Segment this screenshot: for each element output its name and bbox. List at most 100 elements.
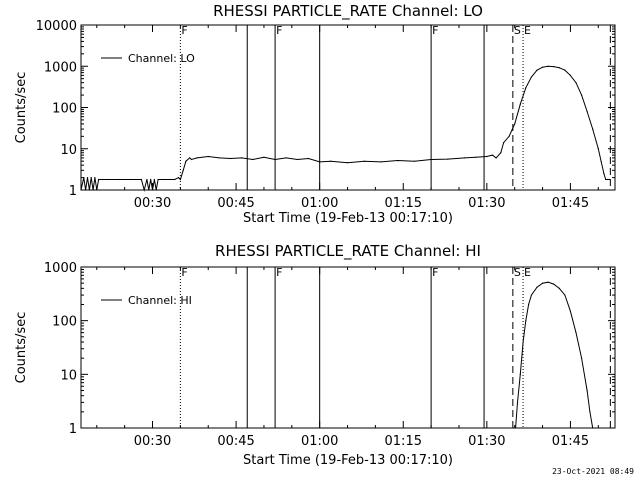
data-point	[207, 155, 209, 158]
data-point	[86, 176, 89, 179]
data-point	[150, 178, 152, 181]
x-tick-label: 01:45	[552, 434, 589, 449]
data-point	[564, 294, 566, 296]
event-marker-label: F	[432, 266, 438, 279]
data-point	[525, 320, 527, 322]
series-line	[80, 65, 610, 192]
data-point	[569, 74, 572, 77]
legend-label: Channel: LO	[128, 52, 195, 65]
event-marker-label: F	[181, 266, 187, 279]
data-point	[547, 65, 549, 67]
event-marker-label: F	[276, 266, 282, 279]
y-tick-label: 1	[69, 422, 77, 437]
data-point	[157, 178, 159, 181]
data-point	[575, 82, 577, 84]
data-point	[252, 158, 254, 161]
data-point	[491, 154, 494, 156]
series-line	[515, 281, 594, 429]
data-point	[502, 142, 505, 144]
x-tick-label: 01:00	[301, 434, 338, 449]
chart-title: RHESSI PARTICLE_RATE Channel: LO	[213, 2, 483, 21]
data-point	[380, 161, 382, 163]
data-point	[569, 310, 572, 312]
data-point	[564, 69, 566, 71]
y-tick-label: 10	[60, 368, 77, 383]
data-point	[182, 169, 184, 171]
data-point	[463, 157, 466, 159]
x-tick-label: 01:45	[552, 196, 589, 211]
data-point	[525, 87, 527, 89]
data-point	[218, 157, 220, 159]
data-point	[189, 157, 191, 159]
data-point	[274, 158, 276, 161]
data-point	[606, 178, 609, 181]
y-tick-label: 1000	[44, 60, 77, 75]
data-point	[174, 178, 176, 181]
data-point	[397, 159, 399, 162]
data-point	[151, 189, 154, 191]
data-point	[363, 160, 365, 162]
y-tick-label: 10000	[36, 19, 77, 34]
x-axis-label: Start Time (19-Feb-13 00:17:10)	[243, 453, 453, 468]
event-marker-label: F	[432, 24, 438, 37]
data-point	[241, 157, 243, 159]
data-point	[319, 161, 321, 163]
x-tick-label: 01:15	[385, 196, 422, 211]
data-point	[600, 160, 602, 162]
data-point	[92, 189, 94, 191]
y-tick-label: 1000	[44, 261, 77, 276]
data-point	[500, 152, 502, 154]
data-point	[486, 155, 488, 158]
data-point	[580, 357, 583, 359]
legend-label: Channel: HI	[128, 294, 192, 307]
plot-frame	[80, 266, 616, 429]
data-point	[129, 178, 131, 181]
y-tick-label: 1	[69, 184, 77, 199]
event-marker-label: E	[524, 266, 531, 279]
data-point	[107, 178, 109, 181]
chart-title: RHESSI PARTICLE_RATE Channel: HI	[215, 242, 481, 261]
data-point	[101, 178, 103, 181]
data-point	[608, 178, 611, 181]
data-point	[307, 157, 310, 160]
data-point	[140, 178, 142, 181]
chart-panel-lo: RHESSI PARTICLE_RATE Channel: LO Start Ti…	[14, 2, 616, 226]
x-axis-label: Start Time (19-Feb-13 00:17:10)	[243, 211, 453, 226]
data-point	[536, 286, 538, 288]
data-point	[296, 158, 298, 161]
x-tick-label: 01:00	[301, 196, 338, 211]
y-axis-label: Counts/sec	[14, 312, 29, 384]
data-point	[586, 110, 588, 113]
event-marker-label: S	[514, 24, 521, 37]
data-point	[603, 172, 605, 175]
data-point	[88, 189, 90, 191]
x-tick-label: 01:30	[468, 196, 505, 211]
data-point	[605, 178, 607, 181]
data-point	[553, 283, 555, 285]
data-point	[580, 94, 583, 96]
data-point	[589, 411, 591, 413]
data-point	[541, 282, 544, 284]
data-point	[514, 123, 516, 125]
data-point	[558, 67, 560, 69]
event-marker-label: S	[514, 266, 521, 279]
data-point	[522, 341, 524, 343]
data-point	[185, 160, 187, 162]
x-tick-label: 01:15	[385, 434, 422, 449]
data-point	[143, 189, 145, 191]
data-point	[90, 176, 92, 179]
data-point	[263, 156, 265, 158]
data-point	[118, 178, 120, 181]
data-point	[530, 294, 533, 296]
data-point	[155, 189, 157, 191]
data-point	[495, 157, 497, 159]
data-point	[83, 176, 85, 179]
data-point	[516, 401, 519, 403]
data-point	[530, 76, 533, 78]
y-tick-label: 10	[60, 143, 77, 158]
x-tick-label: 00:30	[134, 196, 171, 211]
data-point	[80, 189, 82, 191]
event-marker-label: E	[524, 24, 531, 37]
x-tick-label: 01:30	[468, 434, 505, 449]
